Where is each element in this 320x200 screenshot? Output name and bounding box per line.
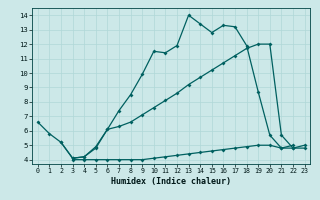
X-axis label: Humidex (Indice chaleur): Humidex (Indice chaleur) (111, 177, 231, 186)
